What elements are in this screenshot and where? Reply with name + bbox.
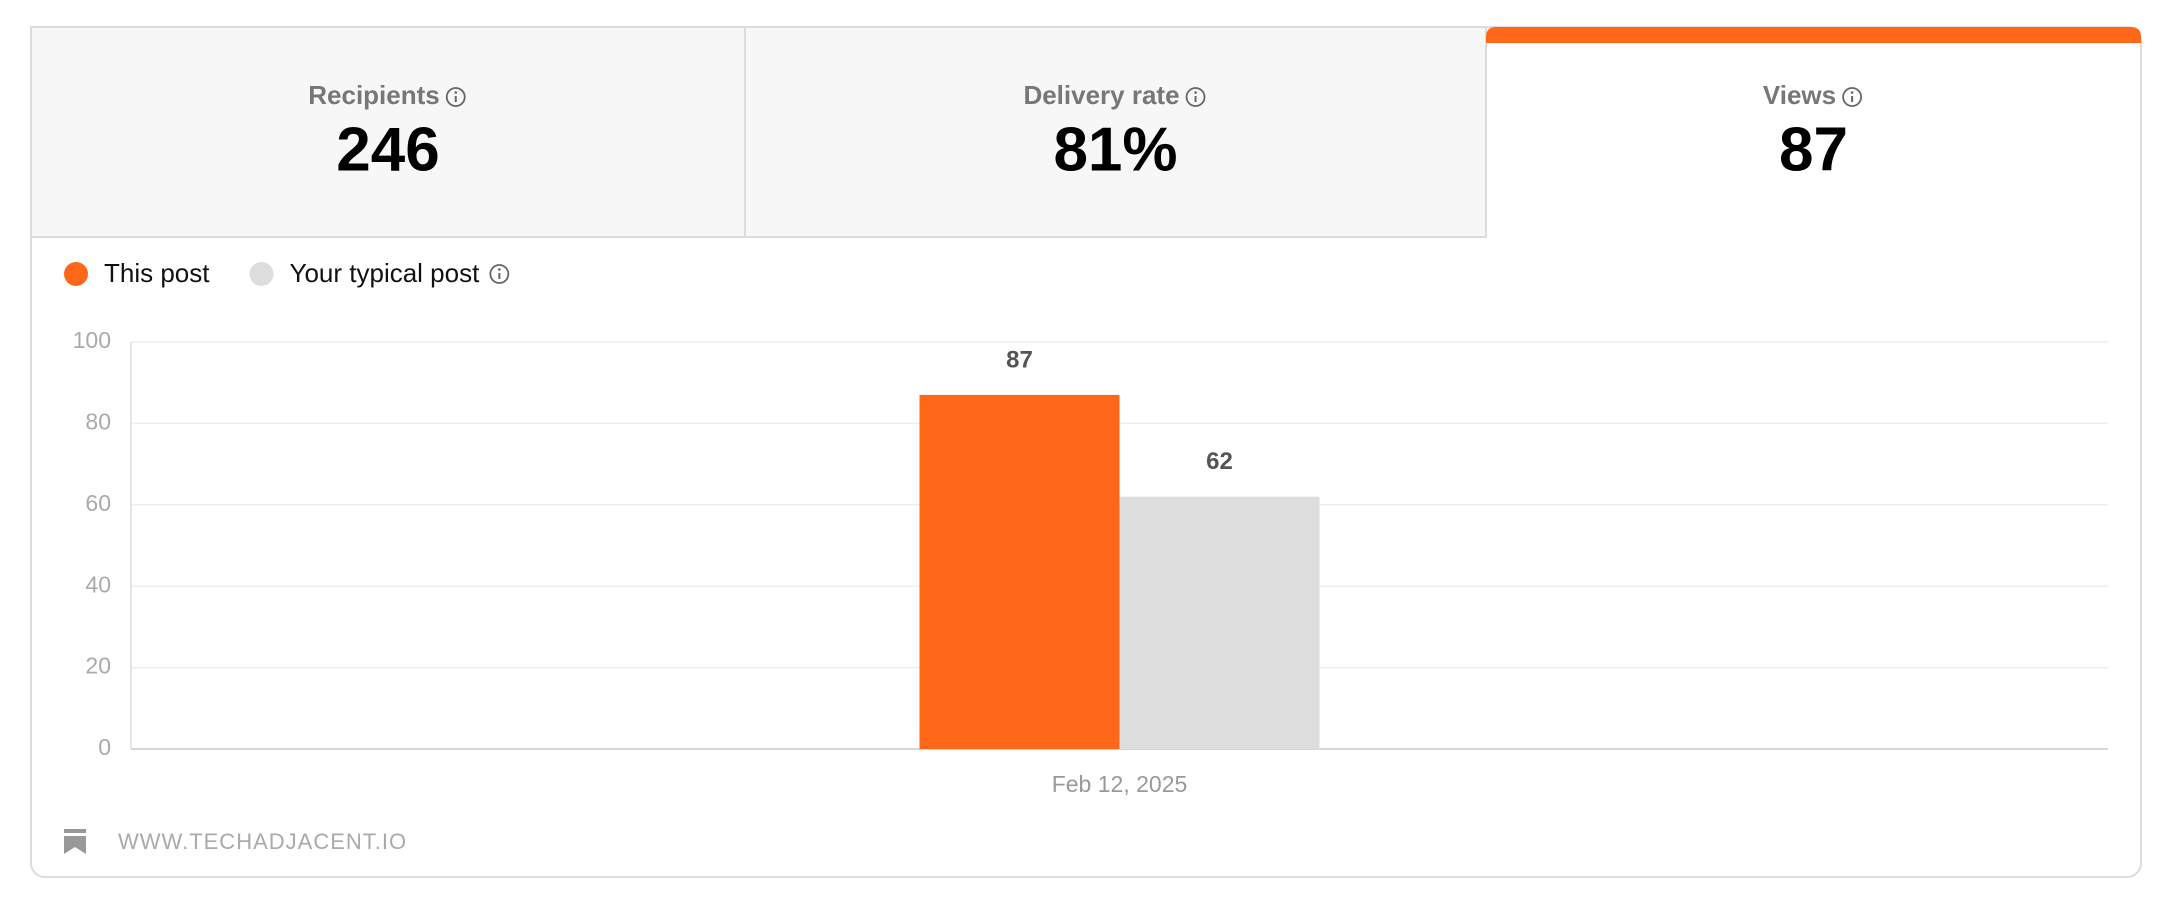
footer-text: WWW.TECHADJACENT.IO <box>118 829 407 854</box>
info-icon-dot <box>498 268 501 271</box>
info-icon-dot <box>1194 91 1197 94</box>
legend-swatch[interactable] <box>64 262 88 286</box>
legend-swatch[interactable] <box>249 262 274 286</box>
bar <box>1119 496 1320 749</box>
x-tick-label: Feb 12, 2025 <box>1052 771 1188 797</box>
y-tick-label: 60 <box>85 490 111 516</box>
y-tick-label: 40 <box>85 571 111 597</box>
y-tick-label: 80 <box>85 408 111 434</box>
bar-value-label: 87 <box>1006 346 1033 373</box>
legend-label[interactable]: This post <box>104 258 210 288</box>
tab-value: 81% <box>1053 115 1177 184</box>
info-icon[interactable] <box>445 87 466 107</box>
y-tick-label: 100 <box>73 327 111 353</box>
bar <box>919 394 1120 749</box>
tab-label: Delivery rate <box>1023 80 1179 110</box>
info-icon[interactable] <box>1842 87 1863 107</box>
info-icon-dot <box>1850 91 1854 94</box>
info-icon[interactable] <box>489 264 510 284</box>
tab-active-bar <box>1486 27 2141 43</box>
tab-label: Views <box>1763 80 1836 110</box>
info-icon-dot <box>454 91 458 94</box>
y-tick-label: 20 <box>85 653 111 679</box>
bar-value-label: 62 <box>1206 448 1233 475</box>
footer-icon <box>64 829 86 854</box>
tab[interactable] <box>30 26 746 238</box>
tab-label: Recipients <box>308 80 440 110</box>
info-icon[interactable] <box>1185 87 1206 107</box>
y-tick-label: 0 <box>98 734 111 760</box>
tab-value: 246 <box>336 115 439 184</box>
legend-label[interactable]: Your typical post <box>290 258 481 288</box>
tab[interactable] <box>744 26 1487 238</box>
tab-value: 87 <box>1779 115 1848 184</box>
